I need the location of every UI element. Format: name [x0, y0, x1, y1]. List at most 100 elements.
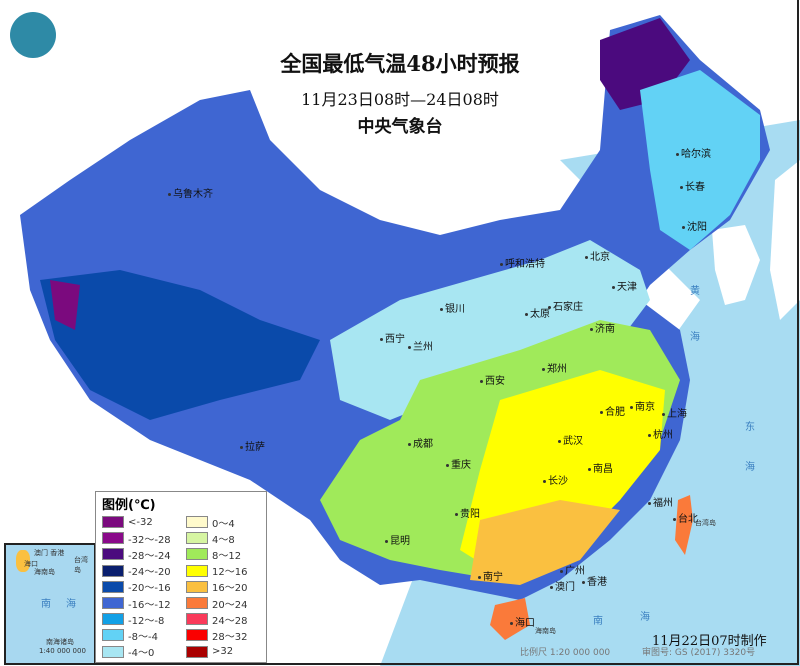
zone-central-light — [330, 240, 650, 420]
city-label: 西宁 — [380, 330, 405, 345]
zone-light-northeast — [640, 70, 760, 250]
city-label: 南宁 — [478, 568, 503, 583]
cma-logo — [10, 12, 56, 58]
legend-label: -4～0 — [128, 648, 155, 660]
legend-label: 4～8 — [212, 534, 235, 546]
island-label: 台湾岛 — [695, 519, 716, 527]
legend-item: -16～-12 — [102, 595, 171, 611]
city-label: 长春 — [680, 178, 705, 193]
legend-label: -16～-12 — [128, 599, 171, 611]
sea-label: 东 — [745, 422, 755, 433]
legend-item: 16～20 — [186, 579, 247, 595]
city-label: 广州 — [560, 562, 585, 577]
city-label: 杭州 — [648, 426, 673, 441]
inset-label: 南海诸岛 — [46, 638, 74, 646]
city-label: 台北 — [673, 510, 698, 525]
city-label: 沈阳 — [682, 218, 707, 233]
legend-label: 12～16 — [212, 567, 248, 579]
legend: 图例(℃) <-32 -32～-28 -28～-24 -24～-20 -20～-16 -1… — [95, 491, 267, 663]
legend-swatch — [186, 597, 208, 610]
legend-item: -12～-8 — [102, 611, 171, 627]
issuer: 中央气象台 — [357, 117, 443, 137]
island-label: 海南岛 — [535, 627, 556, 635]
legend-label: 20～24 — [212, 599, 248, 611]
legend-label: -32～-28 — [128, 534, 171, 546]
city-label: 北京 — [585, 248, 610, 263]
city-label: 贵阳 — [455, 505, 480, 520]
legend-item: 8～12 — [186, 546, 247, 562]
legend-label: <-32 — [128, 516, 153, 528]
city-label: 南京 — [630, 398, 655, 413]
legend-item: -20～-16 — [102, 579, 171, 595]
legend-swatch — [102, 532, 124, 545]
city-label: 南昌 — [588, 460, 613, 475]
city-label: 重庆 — [446, 456, 471, 471]
city-label: 昆明 — [385, 532, 410, 547]
legend-label: 28～32 — [212, 631, 248, 643]
zone-south-orange — [470, 500, 620, 585]
inset-scale: 1:40 000 000 — [39, 647, 86, 655]
legend-swatch — [186, 548, 208, 561]
legend-swatch — [186, 613, 208, 626]
legend-swatch — [102, 613, 124, 626]
legend-label: 24～28 — [212, 615, 248, 627]
legend-item: -4～0 — [102, 644, 171, 660]
legend-item: >32 — [186, 644, 247, 660]
legend-swatch — [186, 629, 208, 642]
sea-label: 海 — [745, 462, 755, 473]
city-label: 拉萨 — [240, 438, 265, 453]
city-label: 石家庄 — [548, 298, 583, 313]
legend-item: 4～8 — [186, 530, 247, 546]
legend-item: -8～-4 — [102, 627, 171, 643]
legend-label: -24～-20 — [128, 567, 171, 579]
legend-swatch — [102, 597, 124, 610]
inset-label: 台湾岛 — [74, 556, 88, 574]
legend-item: 24～28 — [186, 611, 247, 627]
legend-swatch — [186, 516, 208, 529]
frame-border — [797, 0, 799, 665]
sea-label: 海 — [640, 612, 650, 623]
forecast-period: 11月23日08时—24日08时 — [301, 90, 499, 109]
legend-swatch — [102, 516, 124, 529]
korea-peninsula — [712, 225, 760, 305]
legend-swatch — [102, 645, 124, 658]
map-title: 全国最低气温48小时预报 — [280, 51, 520, 76]
city-label: 银川 — [440, 300, 465, 315]
legend-swatch — [102, 564, 124, 577]
inset-sea-label: 南 — [41, 599, 51, 610]
legend-swatch — [102, 629, 124, 642]
city-label: 成都 — [408, 435, 433, 450]
sea-label: 海 — [690, 332, 700, 343]
legend-label: 16～20 — [212, 583, 248, 595]
legend-swatch — [186, 580, 208, 593]
legend-swatch — [186, 645, 208, 658]
city-label: 武汉 — [558, 432, 583, 447]
city-label: 哈尔滨 — [676, 145, 711, 160]
legend-item: -28～-24 — [102, 546, 171, 562]
city-label: 太原 — [525, 305, 550, 320]
city-label: 香港 — [582, 573, 607, 588]
city-label: 济南 — [590, 320, 615, 335]
city-label: 西安 — [480, 372, 505, 387]
legend-swatch — [102, 548, 124, 561]
city-label: 澳门 — [550, 578, 575, 593]
south-china-sea-inset: 澳门 香港 台湾岛 海口 海南岛 南 海 南海诸岛 1:40 000 000 — [4, 543, 96, 665]
legend-label: -28～-24 — [128, 550, 171, 562]
japan — [770, 160, 800, 320]
legend-item: 28～32 — [186, 627, 247, 643]
legend-item: 0～4 — [186, 514, 247, 530]
legend-item: 20～24 — [186, 595, 247, 611]
city-label: 乌鲁木齐 — [168, 185, 213, 200]
production-time: 11月22日07时制作 — [652, 634, 767, 649]
zone-west-purple — [50, 280, 80, 330]
approval-number: 审图号: GS (2017) 3320号 — [642, 648, 756, 658]
legend-swatch — [186, 532, 208, 545]
inset-sea-label: 海 — [66, 599, 76, 610]
legend-title: 图例(℃) — [102, 498, 156, 513]
legend-item: <-32 — [102, 514, 171, 530]
legend-label: -8～-4 — [128, 631, 158, 643]
legend-label: -20～-16 — [128, 583, 171, 595]
legend-item: -24～-20 — [102, 563, 171, 579]
legend-label: -12～-8 — [128, 615, 165, 627]
inset-label: 海南岛 — [34, 568, 55, 576]
